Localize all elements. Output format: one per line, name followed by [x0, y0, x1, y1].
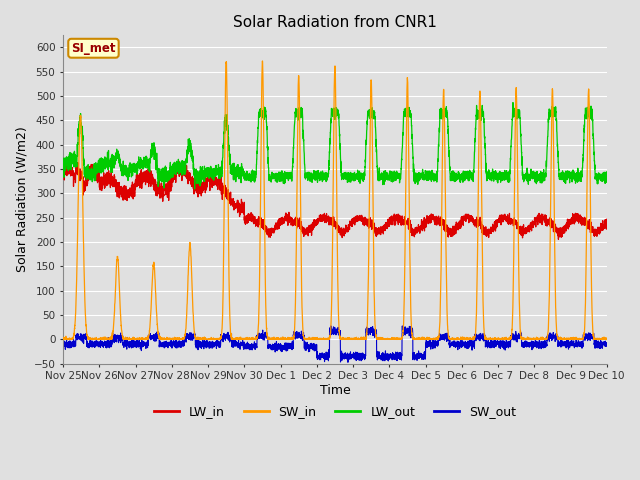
- Text: SI_met: SI_met: [71, 42, 116, 55]
- Legend: LW_in, SW_in, LW_out, SW_out: LW_in, SW_in, LW_out, SW_out: [149, 400, 521, 423]
- Y-axis label: Solar Radiation (W/m2): Solar Radiation (W/m2): [15, 127, 28, 273]
- X-axis label: Time: Time: [319, 384, 350, 397]
- Title: Solar Radiation from CNR1: Solar Radiation from CNR1: [233, 15, 437, 30]
